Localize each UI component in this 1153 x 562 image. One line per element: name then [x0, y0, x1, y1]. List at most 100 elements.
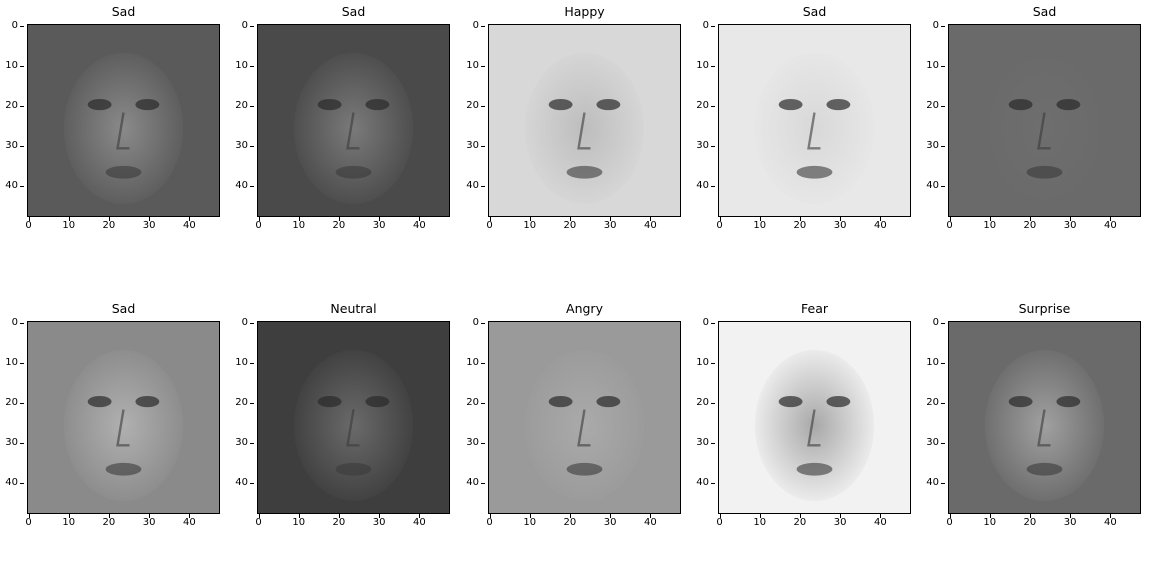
- y-tick-label: 10: [696, 59, 709, 71]
- x-tick-mark: [189, 514, 191, 518]
- x-tick-label: 10: [523, 220, 537, 231]
- y-tick-label: 30: [235, 140, 248, 152]
- image-panel: Sad 0 10 20 30 40 0 10 20 30 40: [0, 5, 230, 265]
- x-tick-mark: [650, 514, 652, 518]
- y-tick-label: 20: [926, 396, 939, 408]
- face-image: [27, 321, 220, 514]
- x-tick-mark: [419, 217, 421, 221]
- face-image-svg: [719, 25, 910, 216]
- x-tick-mark: [1029, 217, 1031, 221]
- face-image-svg: [949, 25, 1140, 216]
- y-tick-mark: [711, 362, 715, 364]
- x-tick-mark: [840, 217, 842, 221]
- y-tick-label: 10: [926, 356, 939, 368]
- y-tick-mark: [711, 186, 715, 188]
- image-panel: Neutral 0 10 20 30 40 0 10 20 30 40: [230, 302, 460, 562]
- y-tick-label: 20: [235, 396, 248, 408]
- y-tick-label: 30: [5, 437, 18, 449]
- panel-title: Sad: [341, 4, 366, 19]
- panel-title: Sad: [111, 4, 136, 19]
- image-panel: Sad 0 10 20 30 40 0 10 20 30 40: [230, 5, 460, 265]
- y-tick-mark: [250, 65, 254, 67]
- y-tick-mark: [941, 362, 945, 364]
- y-tick-label: 20: [926, 99, 939, 111]
- y-tick-mark: [20, 146, 24, 148]
- x-tick-label: 20: [1023, 517, 1037, 528]
- y-tick-mark: [941, 322, 945, 324]
- x-tick-label: 30: [603, 220, 617, 231]
- y-tick-label: 10: [466, 356, 479, 368]
- y-tick-label: 10: [5, 356, 18, 368]
- panel-title: Angry: [566, 301, 603, 316]
- x-tick-label: 10: [523, 517, 537, 528]
- y-tick-label: 20: [466, 396, 479, 408]
- x-tick-label: 40: [1103, 220, 1117, 231]
- x-tick-label: 10: [62, 220, 76, 231]
- y-tick-label: 20: [466, 99, 479, 111]
- y-tick-mark: [20, 483, 24, 485]
- y-tick-mark: [20, 186, 24, 188]
- x-tick-label: 10: [292, 220, 306, 231]
- x-tick-mark: [949, 514, 951, 518]
- y-tick-mark: [711, 65, 715, 67]
- y-tick-mark: [941, 483, 945, 485]
- x-tick-label: 40: [873, 517, 887, 528]
- x-tick-label: 40: [873, 220, 887, 231]
- x-tick-label: 40: [182, 517, 196, 528]
- y-tick-label: 20: [5, 396, 18, 408]
- y-tick-mark: [481, 65, 485, 67]
- x-tick-label: 30: [372, 220, 386, 231]
- y-tick-label: 20: [235, 99, 248, 111]
- x-tick-label: 10: [62, 517, 76, 528]
- y-tick-mark: [20, 25, 24, 27]
- x-tick-label: 20: [102, 220, 116, 231]
- y-tick-mark: [481, 362, 485, 364]
- x-tick-mark: [489, 514, 491, 518]
- x-tick-mark: [28, 217, 30, 221]
- x-tick-mark: [650, 217, 652, 221]
- x-tick-mark: [840, 514, 842, 518]
- image-panel: Fear 0 10 20 30 40 0 10 20 30 40: [691, 302, 921, 562]
- y-tick-mark: [711, 483, 715, 485]
- y-tick-mark: [711, 105, 715, 107]
- y-tick-label: 0: [932, 19, 939, 31]
- x-tick-label: 20: [102, 517, 116, 528]
- panel-title: Sad: [1032, 4, 1057, 19]
- x-tick-mark: [379, 514, 381, 518]
- y-tick-label: 40: [5, 477, 18, 489]
- x-tick-label: 30: [372, 517, 386, 528]
- x-tick-mark: [529, 217, 531, 221]
- y-tick-label: 0: [11, 19, 18, 31]
- y-tick-mark: [250, 186, 254, 188]
- y-tick-mark: [20, 443, 24, 445]
- y-tick-mark: [711, 402, 715, 404]
- x-tick-mark: [489, 217, 491, 221]
- x-tick-mark: [759, 514, 761, 518]
- x-tick-label: 30: [603, 517, 617, 528]
- y-tick-mark: [941, 65, 945, 67]
- x-tick-mark: [799, 514, 801, 518]
- y-tick-mark: [481, 402, 485, 404]
- y-tick-label: 0: [11, 316, 18, 328]
- x-tick-mark: [719, 514, 721, 518]
- x-tick-label: 10: [753, 517, 767, 528]
- y-tick-label: 0: [472, 316, 479, 328]
- x-tick-mark: [28, 514, 30, 518]
- y-tick-mark: [481, 186, 485, 188]
- face-image-svg: [258, 322, 449, 513]
- x-tick-label: 10: [292, 517, 306, 528]
- x-tick-mark: [258, 514, 260, 518]
- x-tick-mark: [1070, 217, 1072, 221]
- y-tick-mark: [250, 322, 254, 324]
- y-tick-label: 30: [5, 140, 18, 152]
- face-image: [257, 321, 450, 514]
- y-tick-mark: [20, 322, 24, 324]
- face-image: [948, 321, 1141, 514]
- y-tick-label: 30: [926, 140, 939, 152]
- y-tick-mark: [20, 402, 24, 404]
- panel-title: Sad: [111, 301, 136, 316]
- y-tick-label: 40: [235, 180, 248, 192]
- y-tick-label: 10: [235, 59, 248, 71]
- y-tick-mark: [481, 322, 485, 324]
- image-panel: Sad 0 10 20 30 40 0 10 20 30 40: [0, 302, 230, 562]
